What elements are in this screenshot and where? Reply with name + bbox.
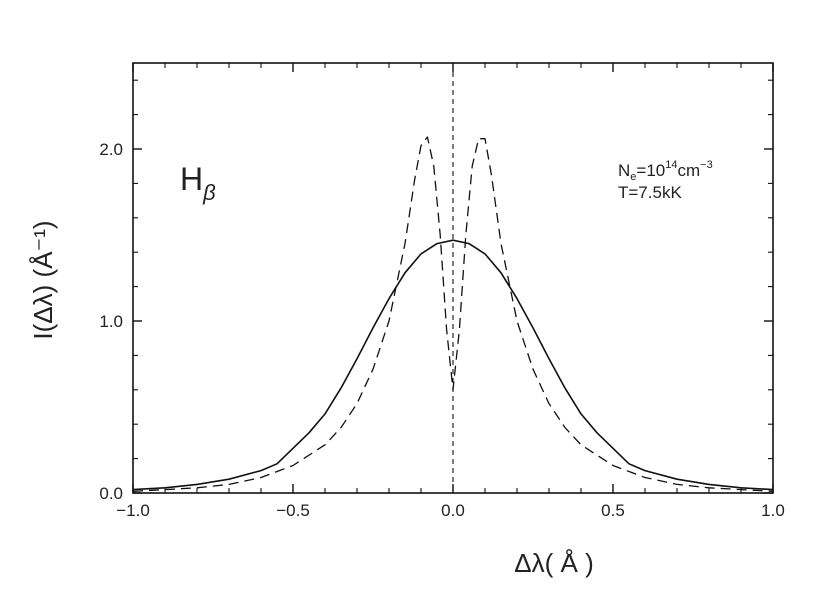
- density-sub: e: [630, 171, 636, 183]
- density-annotation: Ne=1014cm−3: [618, 159, 713, 183]
- density-eq: =10: [636, 161, 665, 180]
- x-tick-label: −1.0: [116, 501, 150, 520]
- line-label-sub: β: [202, 180, 216, 205]
- x-tick-label: 0.0: [441, 501, 465, 520]
- line-label: Hβ: [180, 161, 216, 205]
- y-tick-label: 1.0: [99, 312, 123, 331]
- line-label-main: H: [180, 161, 203, 197]
- solid-profile-line: [132, 239, 774, 491]
- series-group: [132, 136, 774, 492]
- x-axis-title: Δλ( Å ): [514, 548, 593, 578]
- density-base: N: [618, 161, 630, 180]
- temperature-annotation: T=7.5kK: [618, 183, 682, 202]
- y-tick-label: 0.0: [99, 484, 123, 503]
- density-unit: cm: [678, 161, 701, 180]
- y-tick-label: 2.0: [99, 140, 123, 159]
- axis-ticks: −1.0 −0.5 0.0 0.5 1.0 0.0 1.0 2.0: [99, 63, 785, 520]
- dashed-profile-line: [132, 136, 774, 492]
- x-tick-label: 1.0: [761, 501, 785, 520]
- density-unit-exp: −3: [700, 159, 713, 171]
- y-axis-title: I(Δλ) (Å⁻¹): [28, 220, 58, 339]
- x-tick-label: −0.5: [276, 501, 310, 520]
- density-exp: 14: [665, 159, 677, 171]
- x-tick-label: 0.5: [601, 501, 625, 520]
